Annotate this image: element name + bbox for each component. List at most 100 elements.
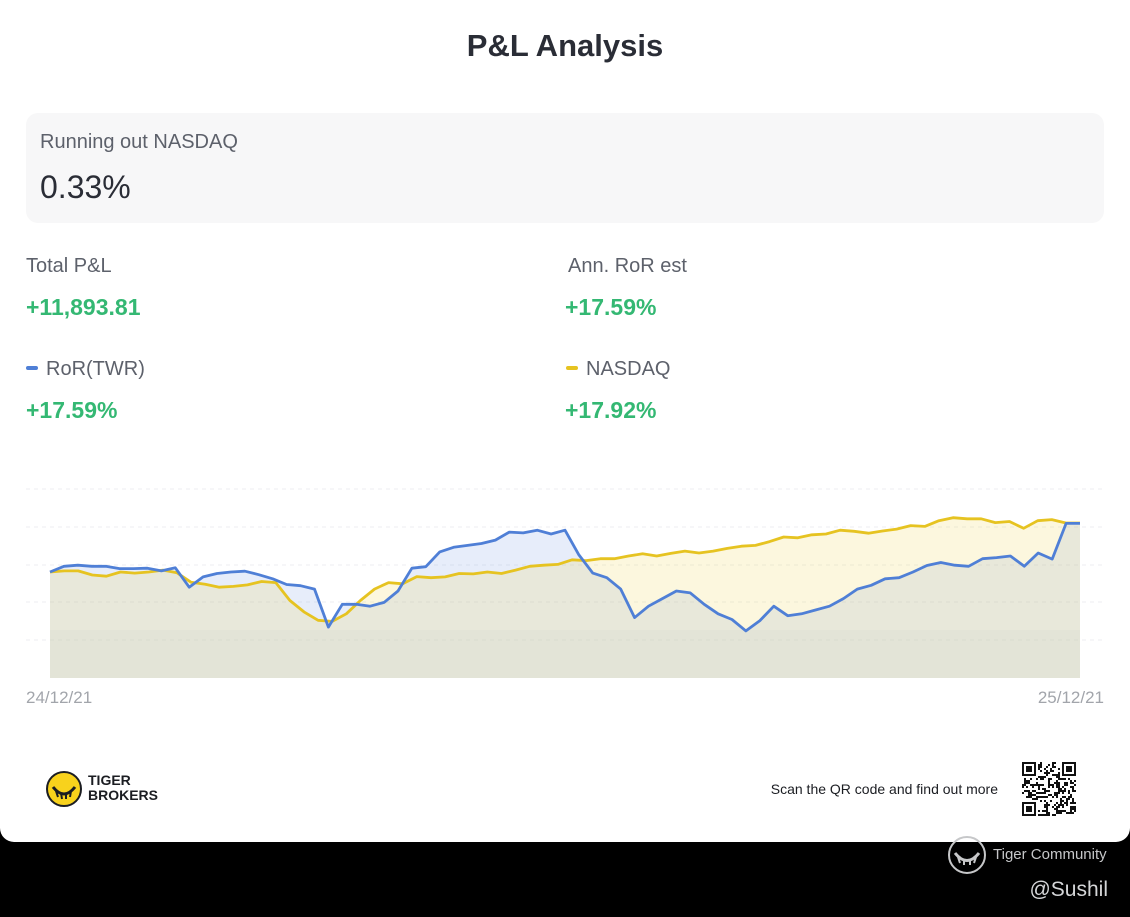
qr-module — [1072, 800, 1074, 802]
qr-module — [1040, 814, 1042, 816]
qr-code-icon[interactable] — [1022, 762, 1076, 816]
qr-module — [1030, 794, 1032, 796]
qr-finder — [1066, 766, 1072, 772]
qr-module — [1052, 770, 1054, 772]
qr-module — [1052, 786, 1054, 788]
qr-module — [1068, 798, 1070, 800]
summary-label: Running out NASDAQ — [40, 131, 238, 153]
qr-module — [1052, 796, 1054, 798]
qr-module — [1044, 776, 1046, 778]
qr-module — [1064, 802, 1066, 804]
qr-module — [1074, 780, 1076, 782]
qr-module — [1046, 790, 1048, 792]
ror-twr-label: RoR(TWR) — [46, 358, 145, 380]
qr-module — [1048, 790, 1050, 792]
qr-module — [1050, 778, 1052, 780]
user-handle-watermark: @Sushil — [1029, 878, 1108, 901]
qr-module — [1026, 780, 1028, 782]
scan-qr-text: Scan the QR code and find out more — [770, 781, 998, 797]
qr-module — [1040, 766, 1042, 768]
qr-module — [1054, 774, 1056, 776]
qr-module — [1042, 778, 1044, 780]
qr-module — [1024, 784, 1026, 786]
qr-module — [1050, 768, 1052, 770]
qr-module — [1044, 804, 1046, 806]
qr-module — [1068, 778, 1070, 780]
qr-module — [1074, 806, 1076, 808]
qr-module — [1074, 784, 1076, 786]
series-area-nasdaq — [50, 517, 1080, 678]
qr-module — [1056, 776, 1058, 778]
qr-module — [1060, 788, 1062, 790]
qr-module — [1054, 808, 1056, 810]
qr-module — [1066, 804, 1068, 806]
qr-module — [1058, 786, 1060, 788]
tiger-logo-icon — [46, 771, 82, 807]
qr-module — [1058, 772, 1060, 774]
qr-module — [1070, 796, 1072, 798]
qr-module — [1038, 766, 1040, 768]
qr-module — [1060, 778, 1062, 780]
qr-module — [1074, 808, 1076, 810]
qr-module — [1046, 796, 1048, 798]
qr-module — [1058, 776, 1060, 778]
qr-module — [1042, 788, 1044, 790]
qr-module — [1044, 796, 1046, 798]
qr-module — [1070, 806, 1072, 808]
qr-module — [1048, 784, 1050, 786]
qr-module — [1072, 808, 1074, 810]
qr-module — [1036, 798, 1038, 800]
qr-module — [1062, 810, 1064, 812]
brand-line-2: BROKERS — [88, 787, 159, 803]
qr-module — [1070, 808, 1072, 810]
qr-module — [1048, 804, 1050, 806]
qr-module — [1050, 784, 1052, 786]
qr-module — [1062, 800, 1064, 802]
nasdaq-legend: NASDAQ — [566, 358, 670, 381]
qr-module — [1062, 786, 1064, 788]
qr-module — [1056, 782, 1058, 784]
qr-module — [1056, 774, 1058, 776]
qr-module — [1028, 792, 1030, 794]
qr-module — [1048, 814, 1050, 816]
qr-module — [1044, 814, 1046, 816]
qr-module — [1046, 810, 1048, 812]
qr-module — [1038, 768, 1040, 770]
qr-module — [1048, 812, 1050, 814]
qr-module — [1054, 792, 1056, 794]
qr-module — [1074, 802, 1076, 804]
qr-module — [1054, 814, 1056, 816]
series-lines — [49, 516, 1080, 633]
qr-module — [1046, 774, 1048, 776]
qr-module — [1024, 782, 1026, 784]
nasdaq-label: NASDAQ — [586, 358, 671, 380]
qr-module — [1038, 810, 1040, 812]
qr-module — [1040, 762, 1042, 764]
qr-module — [1036, 792, 1038, 794]
qr-module — [1056, 786, 1058, 788]
qr-module — [1056, 806, 1058, 808]
ann-ror-value: +17.59% — [565, 294, 657, 320]
qr-module — [1042, 814, 1044, 816]
qr-module — [1044, 806, 1046, 808]
qr-module — [1046, 802, 1048, 804]
qr-module — [1068, 796, 1070, 798]
qr-module — [1058, 782, 1060, 784]
qr-module — [1060, 810, 1062, 812]
qr-module — [1044, 800, 1046, 802]
qr-module — [1030, 796, 1032, 798]
qr-module — [1032, 786, 1034, 788]
qr-module — [1030, 784, 1032, 786]
qr-module — [1030, 792, 1032, 794]
qr-module — [1070, 812, 1072, 814]
qr-module — [1036, 784, 1038, 786]
qr-module — [1058, 774, 1060, 776]
qr-module — [1064, 782, 1066, 784]
qr-module — [1070, 802, 1072, 804]
brand-line-1: TIGER — [88, 772, 131, 788]
qr-module — [1062, 796, 1064, 798]
qr-module — [1032, 784, 1034, 786]
qr-module — [1058, 806, 1060, 808]
qr-module — [1056, 794, 1058, 796]
qr-module — [1058, 778, 1060, 780]
